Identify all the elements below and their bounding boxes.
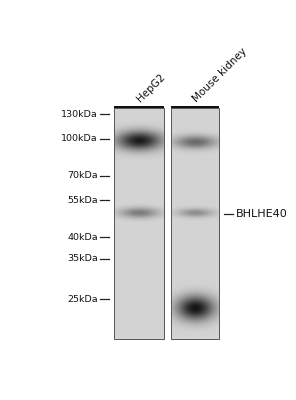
Bar (171, 106, 219, 108)
Bar (114, 108, 164, 339)
Text: 35kDa: 35kDa (67, 254, 98, 264)
Text: 70kDa: 70kDa (67, 171, 98, 180)
Text: Mouse kidney: Mouse kidney (191, 46, 249, 104)
Text: 130kDa: 130kDa (61, 110, 98, 119)
Text: 25kDa: 25kDa (67, 294, 98, 304)
Text: 100kDa: 100kDa (61, 134, 98, 143)
Text: 55kDa: 55kDa (67, 196, 98, 205)
Bar (171, 108, 219, 339)
Text: 40kDa: 40kDa (67, 233, 98, 242)
Text: HepG2: HepG2 (134, 72, 167, 104)
Bar (114, 106, 164, 108)
Text: BHLHE40: BHLHE40 (235, 209, 287, 219)
